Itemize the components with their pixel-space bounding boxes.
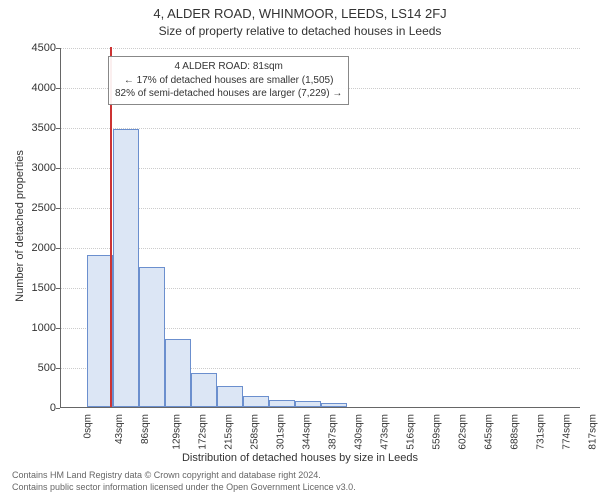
y-tick-mark — [56, 128, 60, 129]
x-tick-label: 215sqm — [224, 414, 235, 450]
histogram-bar — [243, 396, 269, 407]
histogram-bar — [217, 386, 243, 407]
footer-line-2: Contains public sector information licen… — [12, 482, 356, 494]
y-tick-mark — [56, 48, 60, 49]
x-tick-label: 602sqm — [458, 414, 469, 450]
x-tick-label: 516sqm — [406, 414, 417, 450]
page-subtitle: Size of property relative to detached ho… — [0, 24, 600, 38]
y-tick-mark — [56, 328, 60, 329]
x-tick-label: 387sqm — [328, 414, 339, 450]
footer-line-1: Contains HM Land Registry data © Crown c… — [12, 470, 356, 482]
x-tick-label: 688sqm — [510, 414, 521, 450]
annotation-line-2: ← 17% of detached houses are smaller (1,… — [115, 74, 342, 88]
x-tick-label: 817sqm — [588, 414, 599, 450]
y-tick-label: 3000 — [16, 162, 56, 174]
y-tick-label: 2500 — [16, 202, 56, 214]
y-tick-label: 500 — [16, 362, 56, 374]
histogram-bar — [321, 403, 347, 407]
x-tick-label: 473sqm — [380, 414, 391, 450]
y-tick-label: 1000 — [16, 322, 56, 334]
x-tick-label: 344sqm — [302, 414, 313, 450]
x-tick-label: 0sqm — [82, 414, 93, 438]
y-tick-mark — [56, 208, 60, 209]
y-tick-mark — [56, 368, 60, 369]
x-tick-label: 774sqm — [562, 414, 573, 450]
y-tick-label: 4000 — [16, 82, 56, 94]
x-tick-label: 430sqm — [354, 414, 365, 450]
x-tick-label: 258sqm — [250, 414, 261, 450]
annotation-line-1: 4 ALDER ROAD: 81sqm — [115, 60, 342, 74]
x-tick-label: 559sqm — [432, 414, 443, 450]
y-tick-mark — [56, 288, 60, 289]
histogram-bar — [269, 400, 295, 407]
histogram-bar — [165, 339, 191, 407]
x-tick-label: 86sqm — [140, 414, 151, 444]
page-title: 4, ALDER ROAD, WHINMOOR, LEEDS, LS14 2FJ — [0, 6, 600, 21]
y-tick-label: 2000 — [16, 242, 56, 254]
y-tick-label: 1500 — [16, 282, 56, 294]
y-tick-mark — [56, 168, 60, 169]
x-tick-label: 301sqm — [276, 414, 287, 450]
x-tick-label: 129sqm — [172, 414, 183, 450]
histogram-bar — [191, 373, 217, 407]
chart-container: 4, ALDER ROAD, WHINMOOR, LEEDS, LS14 2FJ… — [0, 0, 600, 500]
x-tick-label: 172sqm — [198, 414, 209, 450]
y-tick-label: 4500 — [16, 42, 56, 54]
y-tick-mark — [56, 408, 60, 409]
y-axis-label: Number of detached properties — [14, 116, 26, 336]
y-tick-mark — [56, 248, 60, 249]
histogram-bar — [139, 267, 165, 407]
y-tick-label: 3500 — [16, 122, 56, 134]
footer-attribution: Contains HM Land Registry data © Crown c… — [12, 470, 356, 493]
grid-line — [61, 48, 580, 49]
y-tick-mark — [56, 88, 60, 89]
annotation-line-3: 82% of semi-detached houses are larger (… — [115, 87, 342, 101]
x-tick-label: 731sqm — [536, 414, 547, 450]
x-tick-label: 645sqm — [484, 414, 495, 450]
histogram-bar — [113, 129, 139, 407]
histogram-bar — [295, 401, 321, 407]
annotation-box: 4 ALDER ROAD: 81sqm← 17% of detached hou… — [108, 56, 349, 105]
x-tick-label: 43sqm — [114, 414, 125, 444]
x-axis-label: Distribution of detached houses by size … — [0, 452, 600, 464]
y-tick-label: 0 — [16, 402, 56, 414]
